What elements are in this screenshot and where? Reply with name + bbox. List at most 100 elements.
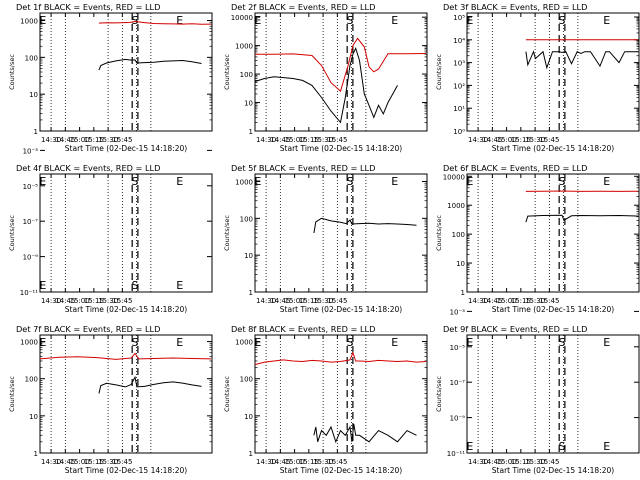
panel-title: Det 5f BLACK = Events, RED = LLD xyxy=(231,163,375,173)
event-marker-label: S xyxy=(347,336,354,349)
x-axis-label: Start Time (02-Dec-15 14:18:20) xyxy=(280,466,402,475)
event-marker-label: E xyxy=(39,279,46,292)
y-tick-label: 100 xyxy=(240,215,253,223)
event-marker-label: S xyxy=(132,175,139,188)
x-tick-label: 15:00 xyxy=(497,297,517,305)
y-tick-label: 1 xyxy=(249,450,253,458)
y-tick-label: 1000 xyxy=(20,18,38,26)
x-tick-label: 15:45 xyxy=(539,136,559,144)
x-tick-label: 15:15 xyxy=(299,458,319,466)
event-marker-label: E xyxy=(603,336,610,349)
event-marker-label: S xyxy=(347,14,354,27)
events-series-line xyxy=(98,375,202,394)
x-tick-label: 14:45 xyxy=(482,297,502,305)
y-tick-label: 100 xyxy=(240,71,253,79)
y-tick-label: 1 xyxy=(34,128,38,136)
x-tick-label: 15:45 xyxy=(327,297,347,305)
event-marker-label: E xyxy=(603,14,610,27)
x-tick-label: 14:30 xyxy=(256,458,276,466)
panel-title: Det 2f BLACK = Events, RED = LLD xyxy=(231,2,375,12)
events-series-line xyxy=(313,217,417,234)
x-tick-label: 14:45 xyxy=(270,297,290,305)
event-marker-label: E xyxy=(391,336,398,349)
event-marker-label: E xyxy=(39,175,46,188)
x-tick-label: 14:30 xyxy=(41,458,61,466)
panel-det1: Det 1f BLACK = Events, RED = LLD 1 10 100 10… xyxy=(8,2,213,153)
y-tick-label: 10 xyxy=(244,252,253,260)
x-tick-label: 14:45 xyxy=(270,136,290,144)
x-tick-label: 15:30 xyxy=(98,297,118,305)
events-series-line xyxy=(525,214,639,223)
panel-det9: Det 9f BLACK = Events, RED = LLD 10⁻¹¹ 10⁻… xyxy=(435,308,640,475)
event-marker-label: S xyxy=(559,336,566,349)
events-series-line xyxy=(254,47,398,124)
x-tick-label: 15:15 xyxy=(84,297,104,305)
plot-frame xyxy=(466,334,640,454)
x-tick-label: 15:30 xyxy=(525,458,545,466)
event-marker-label: E xyxy=(466,440,473,453)
y-tick-label: 10⁻⁷ xyxy=(23,218,39,226)
event-marker-label: E xyxy=(39,336,46,349)
x-tick-label: 15:15 xyxy=(84,458,104,466)
x-tick-label: 14:30 xyxy=(468,297,488,305)
panel-title: Det 1f BLACK = Events, RED = LLD xyxy=(16,2,160,12)
events-series-line xyxy=(525,50,638,70)
y-tick-label: 10000 xyxy=(231,14,253,22)
panel-title: Det 3f BLACK = Events, RED = LLD xyxy=(443,2,587,12)
y-tick-label: 10⁴ xyxy=(453,37,465,45)
panel-det5: Det 5f BLACK = Events, RED = LLD 1 10 100 10… xyxy=(223,163,428,314)
y-tick-label: 10² xyxy=(453,82,465,90)
x-tick-label: 14:30 xyxy=(41,297,61,305)
x-tick-label: 15:00 xyxy=(70,297,90,305)
event-marker-label: E xyxy=(39,14,46,27)
panel-det8: Det 8f BLACK = Events, RED = LLD 1 10 100 10… xyxy=(223,324,428,475)
y-tick-label: 10000 xyxy=(443,173,465,181)
x-tick-label: 15:30 xyxy=(313,136,333,144)
x-tick-label: 14:30 xyxy=(256,297,276,305)
event-marker-label: E xyxy=(254,336,261,349)
lld-series-line xyxy=(254,351,427,366)
y-axis-label: Counts/sec xyxy=(8,54,16,90)
y-tick-label: 10⁻⁹ xyxy=(450,415,466,423)
x-tick-label: 14:45 xyxy=(55,136,75,144)
plot-frame xyxy=(254,12,428,132)
x-tick-label: 14:30 xyxy=(468,458,488,466)
event-marker-label: E xyxy=(176,14,183,27)
event-marker-label: E xyxy=(466,14,473,27)
lld-series-line xyxy=(255,37,427,93)
x-tick-label: 15:45 xyxy=(112,458,132,466)
event-marker-label: E xyxy=(391,14,398,27)
event-marker-label: S xyxy=(559,175,566,188)
y-axis-label: Counts/sec xyxy=(435,376,443,412)
x-tick-label: 14:45 xyxy=(270,458,290,466)
x-tick-label: 15:15 xyxy=(84,136,104,144)
y-tick-label: 1000 xyxy=(235,339,253,347)
event-marker-label: E xyxy=(176,175,183,188)
plot-frame xyxy=(39,12,213,132)
lld-series-line xyxy=(98,20,212,25)
event-marker-label: S xyxy=(132,279,139,292)
x-axis-label: Start Time (02-Dec-15 14:18:20) xyxy=(280,305,402,314)
x-axis-label: Start Time (02-Dec-15 14:18:20) xyxy=(492,466,614,475)
panel-det2: Det 2f BLACK = Events, RED = LLD 1 10 100 10… xyxy=(223,2,428,153)
plot-frame xyxy=(254,334,428,454)
x-tick-label: 15:00 xyxy=(70,458,90,466)
x-tick-label: 15:30 xyxy=(525,297,545,305)
y-tick-label: 1000 xyxy=(20,339,38,347)
x-tick-label: 15:15 xyxy=(299,297,319,305)
panel-title: Det 8f BLACK = Events, RED = LLD xyxy=(231,324,375,334)
events-series-line xyxy=(98,58,202,71)
y-axis-label: Counts/sec xyxy=(435,215,443,251)
y-axis-label: Counts/sec xyxy=(435,54,443,90)
event-marker-label: E xyxy=(254,175,261,188)
event-marker-label: S xyxy=(559,440,566,453)
plot-frame xyxy=(254,173,428,293)
event-marker-label: S xyxy=(132,14,139,27)
x-tick-label: 15:30 xyxy=(98,136,118,144)
lld-series-line xyxy=(39,352,212,360)
event-marker-label: E xyxy=(176,279,183,292)
x-tick-label: 14:45 xyxy=(482,136,502,144)
x-tick-label: 15:00 xyxy=(70,136,90,144)
x-tick-label: 15:00 xyxy=(285,458,305,466)
